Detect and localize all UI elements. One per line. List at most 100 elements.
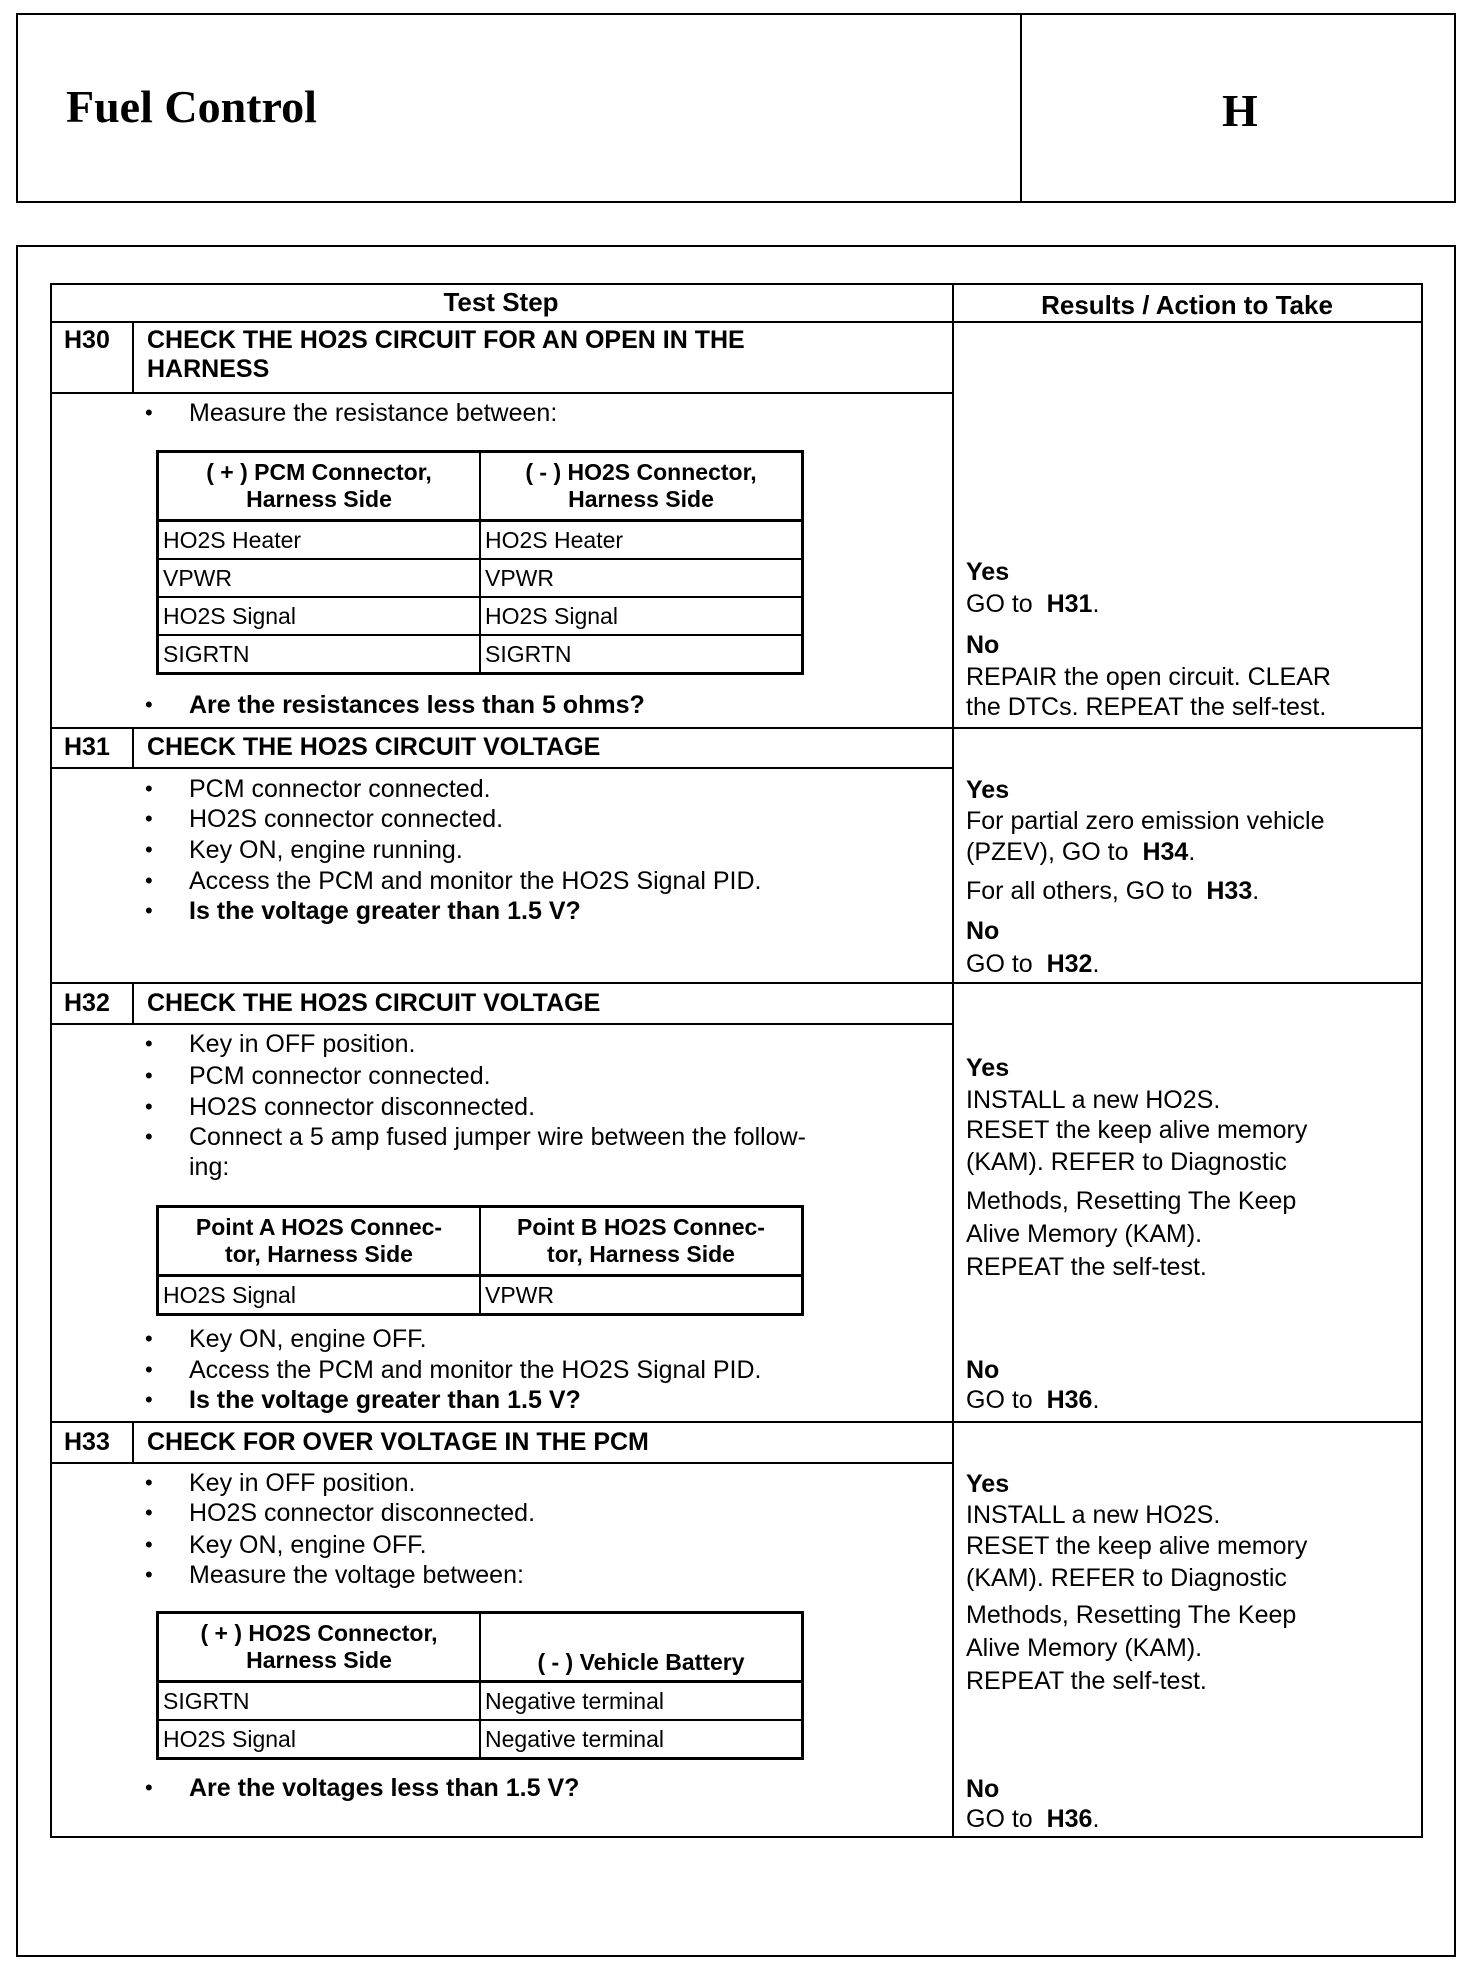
bullet-icon: • — [145, 400, 153, 425]
step-instruction: HO2S connector connected. — [189, 805, 504, 833]
title-divider — [50, 392, 952, 394]
table-cell: HO2S Signal — [156, 596, 481, 636]
result-yes-action: INSTALL a new HO2S. — [966, 1086, 1221, 1114]
id-divider — [132, 982, 134, 1023]
result-yes-action: RESET the keep alive memory — [966, 1116, 1308, 1144]
bullet-icon: • — [145, 1063, 153, 1088]
step-title: HARNESS — [147, 355, 270, 383]
title-divider — [50, 1462, 952, 1464]
jumper-table: Point A HO2S Connec-tor, Harness Side Poi… — [156, 1205, 804, 1316]
result-yes-action: REPEAT the self-test. — [966, 1253, 1207, 1281]
title-divider — [50, 767, 952, 769]
result-no-label: No — [966, 917, 1000, 945]
table-cell: SIGRTN — [156, 1680, 481, 1721]
step-title: CHECK THE HO2S CIRCUIT VOLTAGE — [147, 733, 601, 761]
step-instruction: Key ON, engine OFF. — [189, 1325, 427, 1353]
table-cell: HO2S Heater — [479, 519, 804, 560]
step-id: H30 — [64, 326, 110, 354]
result-yes-action: Alive Memory (KAM). — [966, 1220, 1203, 1248]
column-header-test-step: Test Step — [443, 287, 559, 317]
header-row-divider — [50, 321, 1423, 323]
table-cell: VPWR — [156, 558, 481, 598]
table-cell: HO2S Signal — [156, 1274, 481, 1316]
step-instruction: PCM connector connected. — [189, 775, 491, 803]
step-instruction: HO2S connector disconnected. — [189, 1499, 536, 1527]
table-header: ( + ) PCM Connector, Harness Side — [156, 450, 481, 522]
table-row: SIGRTN SIGRTN — [156, 634, 804, 675]
step-id: H32 — [64, 989, 110, 1017]
table-header: ( - ) HO2S Connector, Harness Side — [479, 450, 804, 522]
content-frame — [16, 245, 1456, 1957]
step-question: Is the voltage greater than 1.5 V? — [189, 897, 581, 925]
table-cell: Negative terminal — [479, 1680, 804, 1721]
result-yes-action: GO to H31. — [966, 590, 1100, 618]
step-id: H33 — [64, 1428, 110, 1456]
result-no-action: GO to H32. — [966, 950, 1100, 978]
step-question: Are the voltages less than 1.5 V? — [189, 1774, 580, 1802]
result-yes-action: (KAM). REFER to Diagnostic — [966, 1564, 1287, 1592]
result-yes-action: For all others, GO to H33. — [966, 877, 1260, 905]
section-letter: H — [1222, 85, 1258, 136]
table-cell: HO2S Heater — [156, 519, 481, 560]
step-instruction: Access the PCM and monitor the HO2S Sign… — [189, 867, 762, 895]
step-instruction: HO2S connector disconnected. — [189, 1093, 536, 1121]
step-instruction: Key ON, engine OFF. — [189, 1531, 427, 1559]
result-no-action: GO to H36. — [966, 1386, 1100, 1414]
step-divider — [50, 727, 1423, 729]
table-cell: VPWR — [479, 1274, 804, 1316]
table-cell: HO2S Signal — [156, 1719, 481, 1760]
step-instruction: Key in OFF position. — [189, 1030, 416, 1058]
step-instruction: Key in OFF position. — [189, 1469, 416, 1497]
step-instruction: Measure the resistance between: — [189, 399, 558, 427]
table-row: HO2S Signal HO2S Signal — [156, 596, 804, 636]
bullet-icon: • — [145, 1470, 153, 1495]
bullet-icon: • — [145, 1124, 153, 1149]
result-yes-action: Alive Memory (KAM). — [966, 1634, 1203, 1662]
table-cell: SIGRTN — [479, 634, 804, 675]
bullet-icon: • — [145, 837, 153, 862]
step-id: H31 — [64, 733, 110, 761]
step-divider — [50, 1421, 1423, 1423]
bullet-icon: • — [145, 1500, 153, 1525]
bullet-icon: • — [145, 692, 153, 717]
bullet-icon: • — [145, 1094, 153, 1119]
result-no-action: GO to H36. — [966, 1805, 1100, 1833]
id-divider — [132, 1421, 134, 1462]
table-cell: Negative terminal — [479, 1719, 804, 1760]
result-no-label: No — [966, 631, 1000, 659]
step-instruction: ing: — [189, 1153, 230, 1181]
result-yes-action: REPEAT the self-test. — [966, 1667, 1207, 1695]
table-cell: SIGRTN — [156, 634, 481, 675]
step-title: CHECK THE HO2S CIRCUIT VOLTAGE — [147, 989, 601, 1017]
column-header-results: Results / Action to Take — [1041, 290, 1333, 320]
bullet-icon: • — [145, 868, 153, 893]
table-cell: VPWR — [479, 558, 804, 598]
voltage-table: ( + ) HO2S Connector, Harness Side( - ) V… — [156, 1611, 804, 1760]
bullet-icon: • — [145, 1031, 153, 1056]
result-no-label: No — [966, 1356, 1000, 1384]
table-header: Point A HO2S Connec-tor, Harness Side — [156, 1205, 481, 1277]
step-instruction: Connect a 5 amp fused jumper wire betwee… — [189, 1123, 806, 1151]
page-header — [16, 13, 1456, 203]
bullet-icon: • — [145, 1775, 153, 1800]
column-divider — [952, 283, 954, 1838]
table-row: VPWR VPWR — [156, 558, 804, 598]
bullet-icon: • — [145, 1326, 153, 1351]
step-question: Are the resistances less than 5 ohms? — [189, 691, 645, 719]
bullet-icon: • — [145, 1387, 153, 1412]
table-header: ( + ) HO2S Connector, Harness Side — [156, 1611, 481, 1683]
header-divider — [1020, 13, 1022, 203]
result-yes-action: Methods, Resetting The Keep — [966, 1601, 1297, 1629]
step-divider — [50, 982, 1423, 984]
step-instruction: PCM connector connected. — [189, 1062, 491, 1090]
diagnostic-table — [50, 283, 1423, 1838]
table-row: HO2S Signal VPWR — [156, 1274, 804, 1316]
result-no-label: No — [966, 1775, 1000, 1803]
table-cell: HO2S Signal — [479, 596, 804, 636]
result-yes-action: For partial zero emission vehicle — [966, 807, 1325, 835]
step-title: CHECK THE HO2S CIRCUIT FOR AN OPEN IN TH… — [147, 326, 745, 354]
result-no-action: REPAIR the open circuit. CLEAR — [966, 663, 1331, 691]
result-yes-action: INSTALL a new HO2S. — [966, 1501, 1221, 1529]
result-yes-label: Yes — [966, 776, 1010, 804]
